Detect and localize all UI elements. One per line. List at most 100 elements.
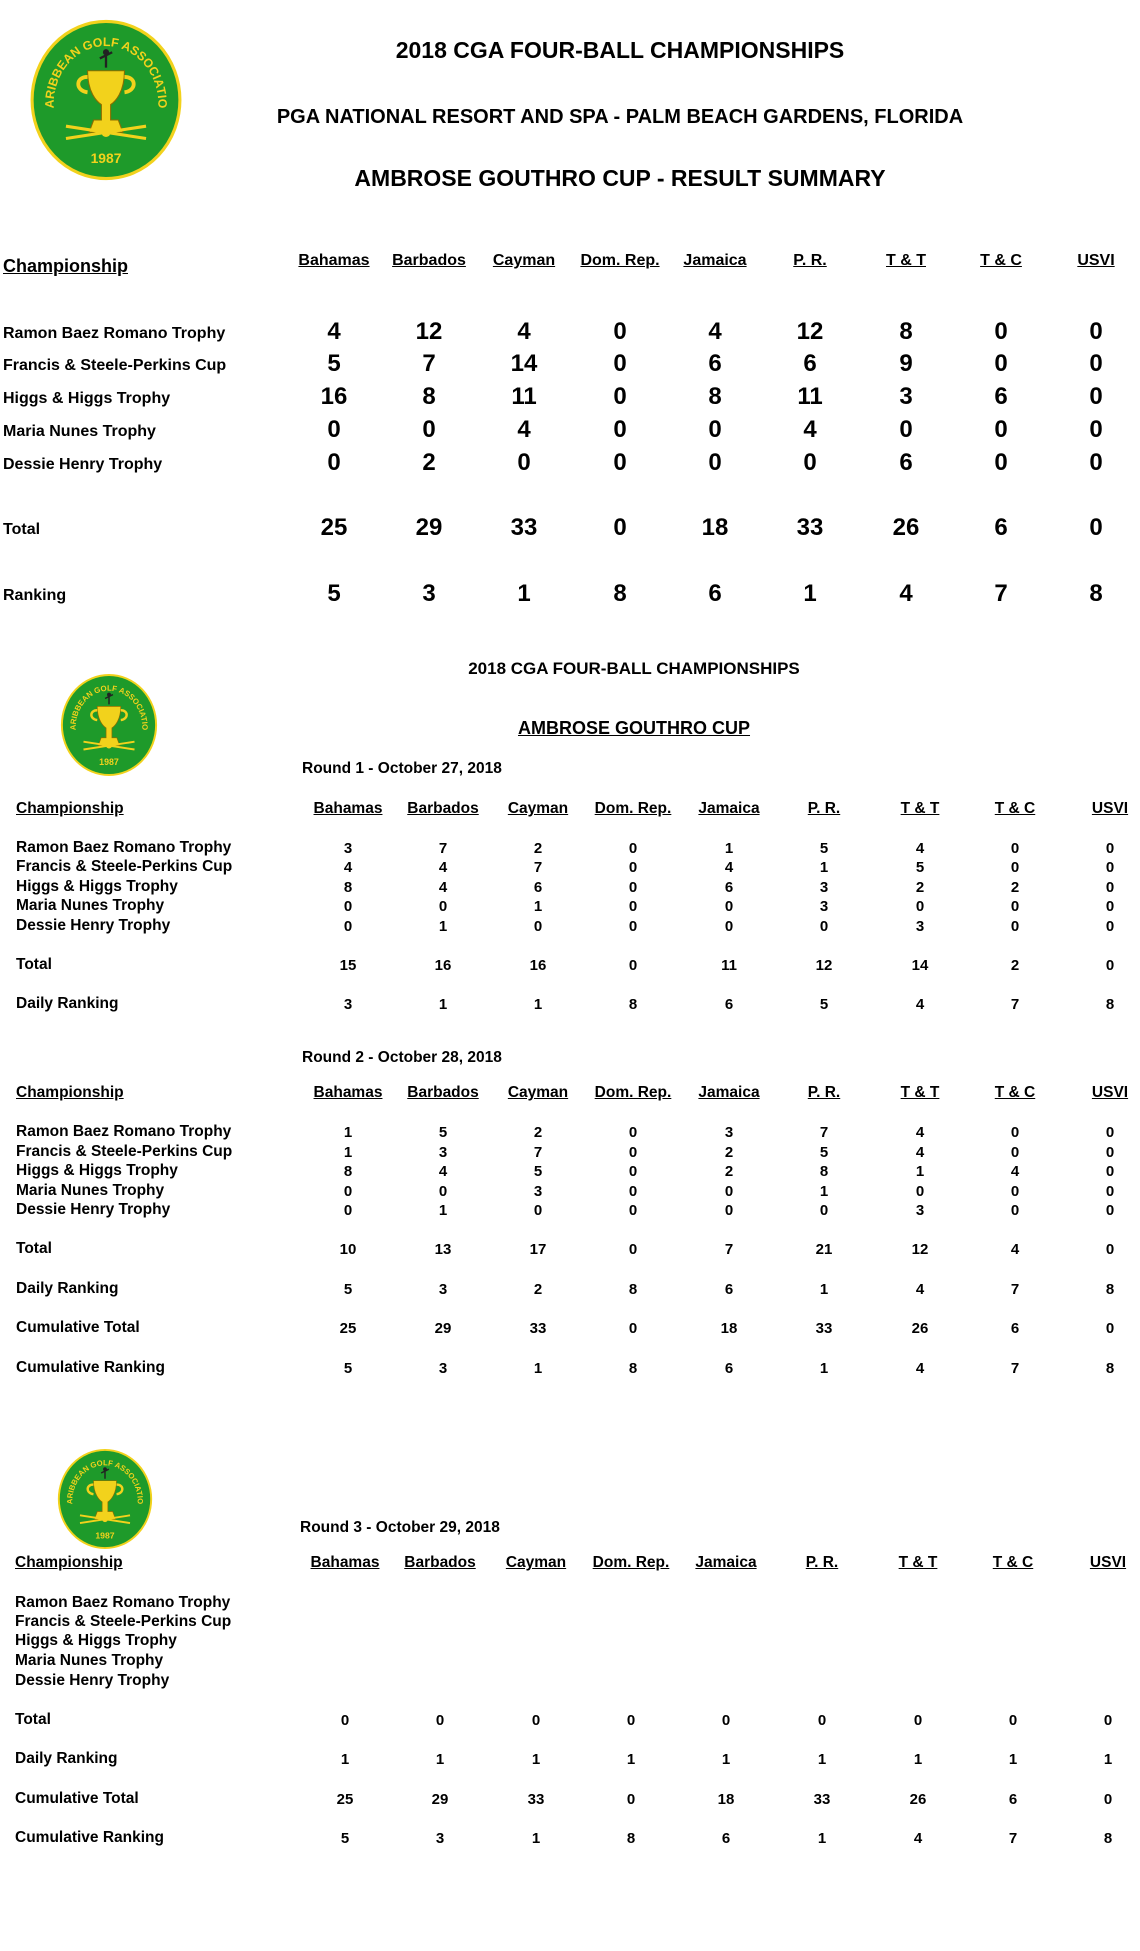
summary-cell: 1 (803, 580, 817, 607)
round-cell: 33 (527, 1791, 545, 1808)
round-row-label: Dessie Henry Trophy (16, 1201, 171, 1218)
summary-column-header: T & C (980, 252, 1022, 269)
round-cell: 5 (438, 1124, 448, 1141)
round-cell: 26 (911, 1320, 929, 1337)
round-column-header: P. R. (807, 800, 841, 817)
round-cell: 7 (1010, 1281, 1020, 1298)
round-cell: 0 (1010, 898, 1020, 915)
round-row-label: Daily Ranking (15, 1750, 118, 1767)
summary-cell: 18 (701, 514, 729, 541)
summary-column-header: P. R. (793, 252, 827, 269)
cga-logo-icon: CARIBBEAN GOLF ASSOCIATION1987 (57, 666, 158, 777)
round-cell: 0 (628, 1124, 638, 1141)
round-row-label: Daily Ranking (16, 995, 119, 1012)
round-cell: 1 (1103, 1751, 1113, 1768)
svg-text:1987: 1987 (91, 150, 122, 166)
round-cell: 0 (1010, 1144, 1020, 1161)
round-cell: 3 (438, 1360, 448, 1377)
summary-cell: 0 (1089, 318, 1103, 345)
summary-cell: 6 (994, 514, 1008, 541)
round-row-label: Daily Ranking (16, 1280, 119, 1297)
round-column-header: Barbados (404, 1554, 476, 1571)
logo-round3: CARIBBEAN GOLF ASSOCIATION1987 (54, 1441, 154, 1550)
round-cell: 0 (1103, 1791, 1113, 1808)
summary-cell: 5 (327, 350, 341, 377)
round-cell: 0 (724, 1202, 734, 1219)
round-cell: 0 (1105, 1144, 1115, 1161)
svg-text:1987: 1987 (95, 1530, 114, 1540)
round-cell: 0 (628, 1163, 638, 1180)
round-cell: 0 (628, 1183, 638, 1200)
round-cell: 1 (340, 1751, 350, 1768)
round-cell: 0 (628, 1320, 638, 1337)
round-cell: 4 (915, 1144, 925, 1161)
round-row-label: Ramon Baez Romano Trophy (16, 1123, 232, 1140)
summary-cell: 9 (899, 350, 913, 377)
round-cell: 4 (915, 1281, 925, 1298)
round-cell: 10 (339, 1241, 357, 1258)
round-cell: 0 (628, 1241, 638, 1258)
round-cell: 7 (533, 1144, 543, 1161)
round-title: Round 3 - October 29, 2018 (300, 1519, 500, 1536)
summary-cell: 14 (510, 350, 538, 377)
summary-cell: 0 (899, 416, 913, 443)
round-cell: 1 (1008, 1751, 1018, 1768)
summary-cell: 2 (422, 449, 436, 476)
round-cell: 3 (435, 1830, 445, 1847)
summary-cell: 4 (899, 580, 913, 607)
round-cell: 8 (1103, 1830, 1113, 1847)
round-title: Round 1 - October 27, 2018 (302, 760, 502, 777)
round-cell: 8 (628, 1281, 638, 1298)
round-cell: 1 (531, 1751, 541, 1768)
summary-row-label: Ranking (3, 587, 67, 604)
round-cell: 7 (1008, 1830, 1018, 1847)
round-cell: 1 (533, 1360, 543, 1377)
summary-cell: 0 (613, 514, 627, 541)
summary-cell: 4 (517, 318, 531, 345)
round-cell: 0 (343, 898, 353, 915)
round-cell: 5 (915, 859, 925, 876)
summary-cell: 0 (517, 449, 531, 476)
round-cell: 0 (340, 1712, 350, 1729)
round-cell: 4 (915, 996, 925, 1013)
summary-cell: 0 (1089, 383, 1103, 410)
round-cell: 1 (533, 996, 543, 1013)
round-cell: 1 (438, 918, 448, 935)
round-cell: 8 (343, 1163, 353, 1180)
round-cell: 0 (1105, 1320, 1115, 1337)
logo-detail: CARIBBEAN GOLF ASSOCIATION1987 (57, 666, 160, 777)
round-cell: 0 (628, 1202, 638, 1219)
round-cell: 0 (628, 840, 638, 857)
round-header-championship: Championship (15, 1554, 123, 1571)
round-cell: 7 (533, 859, 543, 876)
round-cell: 0 (724, 1183, 734, 1200)
round-cell: 0 (721, 1712, 731, 1729)
round-cell: 8 (1105, 996, 1115, 1013)
round-cell: 0 (438, 1183, 448, 1200)
summary-cell: 25 (320, 514, 348, 541)
round-column-header: Cayman (507, 1084, 569, 1101)
round-cell: 1 (817, 1830, 827, 1847)
round-cell: 8 (628, 1360, 638, 1377)
round-cell: 0 (533, 1202, 543, 1219)
round-column-header: T & T (898, 1554, 938, 1571)
round-cell: 4 (915, 840, 925, 857)
round-cell: 0 (628, 879, 638, 896)
round-cell: 1 (724, 840, 734, 857)
round-column-header: T & T (900, 800, 940, 817)
round-cell: 16 (434, 957, 452, 974)
round-row-label: Dessie Henry Trophy (16, 917, 171, 934)
summary-cell: 0 (1089, 350, 1103, 377)
round-cell: 0 (1103, 1712, 1113, 1729)
round-cell: 4 (1010, 1163, 1020, 1180)
round-column-header: P. R. (805, 1554, 839, 1571)
round-cell: 2 (724, 1163, 734, 1180)
round-cell: 8 (819, 1163, 829, 1180)
summary-cell: 6 (708, 580, 722, 607)
round-row-label: Cumulative Ranking (16, 1359, 165, 1376)
round-cell: 5 (340, 1830, 350, 1847)
summary-row-label: Dessie Henry Trophy (3, 456, 163, 473)
summary-cell: 3 (899, 383, 913, 410)
round-cell: 0 (1105, 898, 1115, 915)
round-cell: 5 (819, 1144, 829, 1161)
